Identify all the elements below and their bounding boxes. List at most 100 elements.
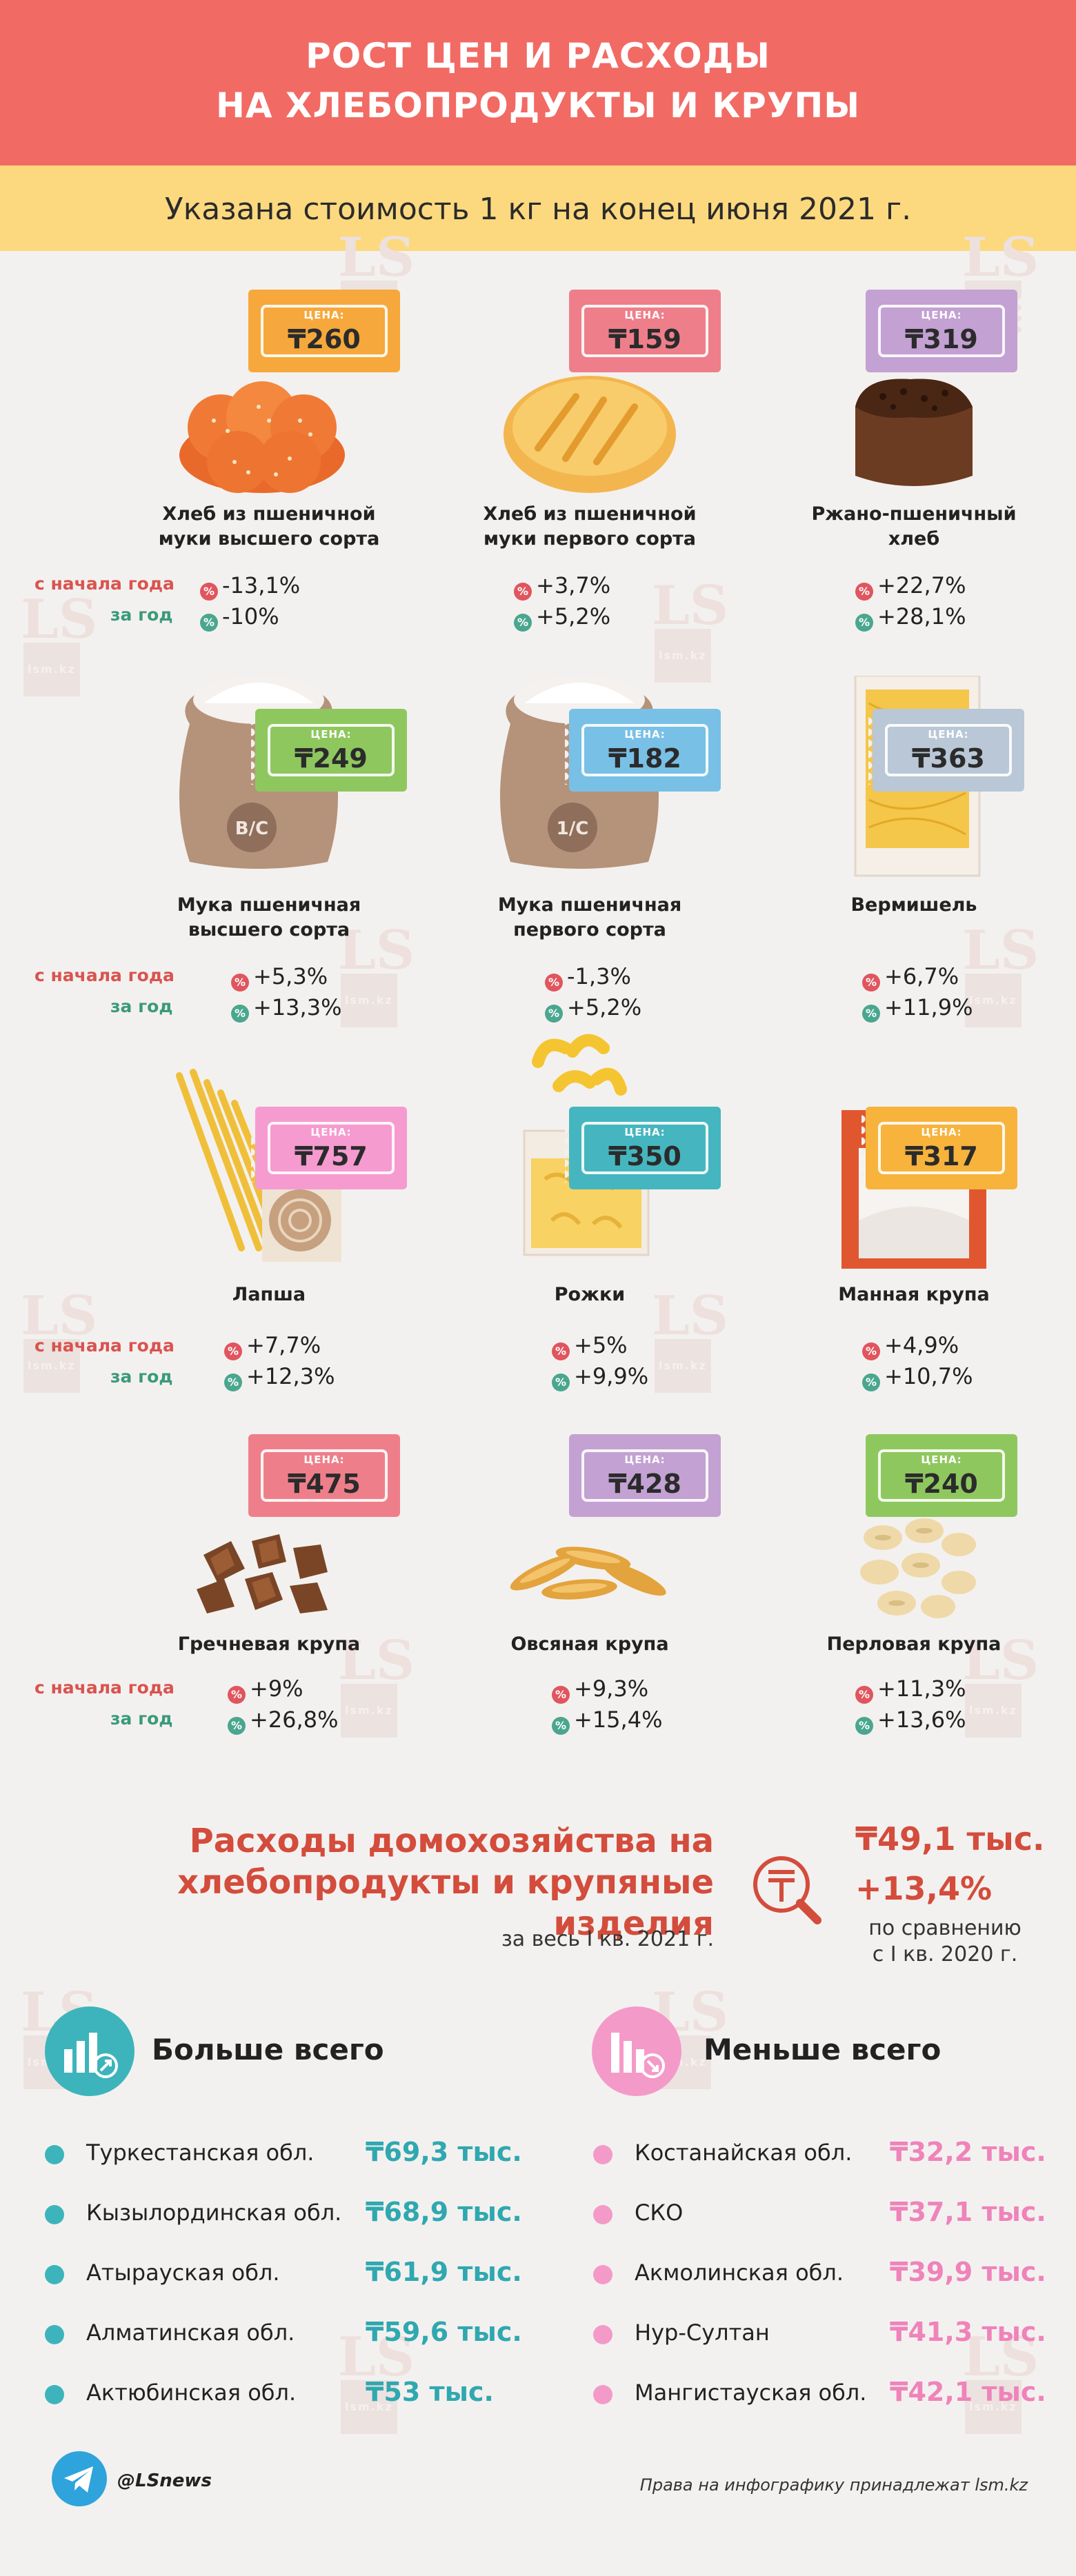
product-name: Хлеб из пшеничной муки высшего сорта [158,503,380,550]
product-card: 1/С ЦЕНА: ₸182 Мука пшеничная первого сор… [428,662,752,1023]
product-card: ЦЕНА: ₸350 Рожки % +5% % +9,9% [428,1020,752,1391]
price-tag: ЦЕНА: ₸757 [251,1107,411,1189]
most-title: Больше всего [152,2033,384,2066]
price-tag: ЦЕНА: ₸475 [244,1434,404,1517]
percent-icon: % [855,1686,873,1704]
expenses-period: за весь I кв. 2021 г. [501,1927,714,1951]
list-item: Мангистауская обл. ₸42,1 тыс. [593,2377,1048,2407]
since-year-start-label: с начала года [34,1336,175,1356]
telegram-icon[interactable] [52,2451,107,2506]
percent-icon: % [200,614,218,632]
since-year-start-label: с начала года [34,965,175,985]
product-name: Хлеб из пшеничной муки первого сорта [483,503,697,550]
list-item: Нур-Султан ₸41,3 тыс. [593,2317,1048,2347]
percent-icon: % [862,1342,880,1360]
product-name: Манная крупа [838,1284,990,1305]
percent-icon: % [855,1717,873,1735]
title-line-1: РОСТ ЦЕН И РАСХОДЫ [306,36,770,76]
percent-icon: % [231,1005,249,1023]
price-value: ₸159 [608,324,681,354]
product-card: ЦЕНА: ₸757 Лапша % +7,7% % +12,3% [107,1062,431,1420]
product-card: ЦЕНА: ₸319 Ржано-пшеничный хлеб % +22,7% %… [752,290,1076,648]
subheader-text: Указана стоимость 1 кг на конец июня 202… [164,192,912,227]
percent-icon: % [862,974,880,992]
buckwheat-icon [197,1534,328,1613]
loaf-icon [504,376,676,493]
price-value: ₸319 [905,324,978,354]
telegram-handle[interactable]: @LSnews [117,2471,212,2491]
subheader-banner: Указана стоимость 1 кг на конец июня 202… [0,165,1076,251]
tenge-search-icon [753,1856,821,1924]
list-item: СКО ₸37,1 тыс. [593,2197,1048,2227]
price-value: ₸182 [608,743,681,774]
stat-yoy: % +10,7% [862,1363,973,1391]
percent-icon: % [231,974,249,992]
product-name: Гречневая крупа [177,1633,361,1655]
percent-icon: % [552,1686,570,1704]
least-title: Меньше всего [704,2033,942,2066]
price-value: ₸475 [288,1469,361,1499]
stat-ytd: % +9,3% [552,1676,648,1704]
stat-ytd: % +9% [228,1676,303,1704]
chart-down-icon [592,2006,681,2096]
stat-ytd: % +5,3% [231,963,328,992]
stat-yoy: % +5,2% [514,603,610,632]
list-item: Туркестанская обл. ₸69,3 тыс. [45,2137,522,2167]
stat-yoy: % +15,4% [552,1707,662,1735]
percent-icon: % [228,1686,246,1704]
list-item: Алматинская обл. ₸59,6 тыс. [45,2317,522,2347]
percent-icon: % [514,614,532,632]
product-name: Мука пшеничная первого сорта [497,894,682,940]
product-name: Мука пшеничная высшего сорта [177,894,361,940]
price-tag: ЦЕНА: ₸319 [861,290,1022,372]
percent-icon: % [200,583,218,601]
per-year-label: за год [110,605,173,625]
percent-icon: % [855,614,873,632]
buns-icon [179,381,345,493]
price-value: ₸249 [295,743,368,774]
percent-icon: % [862,1373,880,1391]
price-tag: ЦЕНА: ₸363 [868,709,1028,792]
rye-bread-icon [855,379,973,486]
barley-icon [860,1518,976,1618]
stat-ytd: % -13,1% [200,572,300,601]
stat-yoy: % +13,6% [855,1707,966,1735]
stat-yoy: % +26,8% [228,1707,338,1735]
percent-icon: % [552,1373,570,1391]
price-value: ₸260 [288,324,361,354]
product-name: Рожки [554,1284,626,1305]
stat-yoy: % +13,3% [231,994,341,1023]
price-tag: ЦЕНА: ₸240 [861,1434,1022,1517]
price-tag: ЦЕНА: ₸159 [565,290,725,372]
header-banner: РОСТ ЦЕН И РАСХОДЫ НА ХЛЕБОПРОДУКТЫ И КР… [0,0,1076,165]
percent-icon: % [224,1373,242,1391]
product-card: ЦЕНА: ₸260 Хлеб из пшеничной муки высшего… [107,290,431,648]
product-card: ЦЕНА: ₸317 Манная крупа % +4,9% % +10,7% [752,1062,1076,1420]
product-name: Овсяная крупа [510,1633,669,1655]
stat-yoy: % +11,9% [862,994,973,1023]
since-year-start-label: с начала года [34,1678,175,1698]
price-value: ₸350 [608,1141,681,1171]
product-card: ЦЕНА: ₸159 Хлеб из пшеничной муки первого… [428,290,752,648]
stat-yoy: % +12,3% [224,1363,335,1391]
percent-icon: % [855,583,873,601]
stat-ytd: % +7,7% [224,1332,321,1360]
per-year-label: за год [110,1709,173,1729]
list-item: Акмолинская обл. ₸39,9 тыс. [593,2257,1048,2287]
stat-yoy: % +28,1% [855,603,966,632]
price-value: ₸363 [912,743,985,774]
since-year-start-label: с начала года [34,574,175,594]
stat-ytd: % +11,3% [855,1676,966,1704]
price-tag: ЦЕНА: ₸249 [251,709,411,792]
percent-icon: % [224,1342,242,1360]
price-value: ₸240 [905,1469,978,1499]
per-year-label: за год [110,996,173,1016]
percent-icon: % [545,1005,563,1023]
product-name: Перловая крупа [826,1633,1002,1655]
